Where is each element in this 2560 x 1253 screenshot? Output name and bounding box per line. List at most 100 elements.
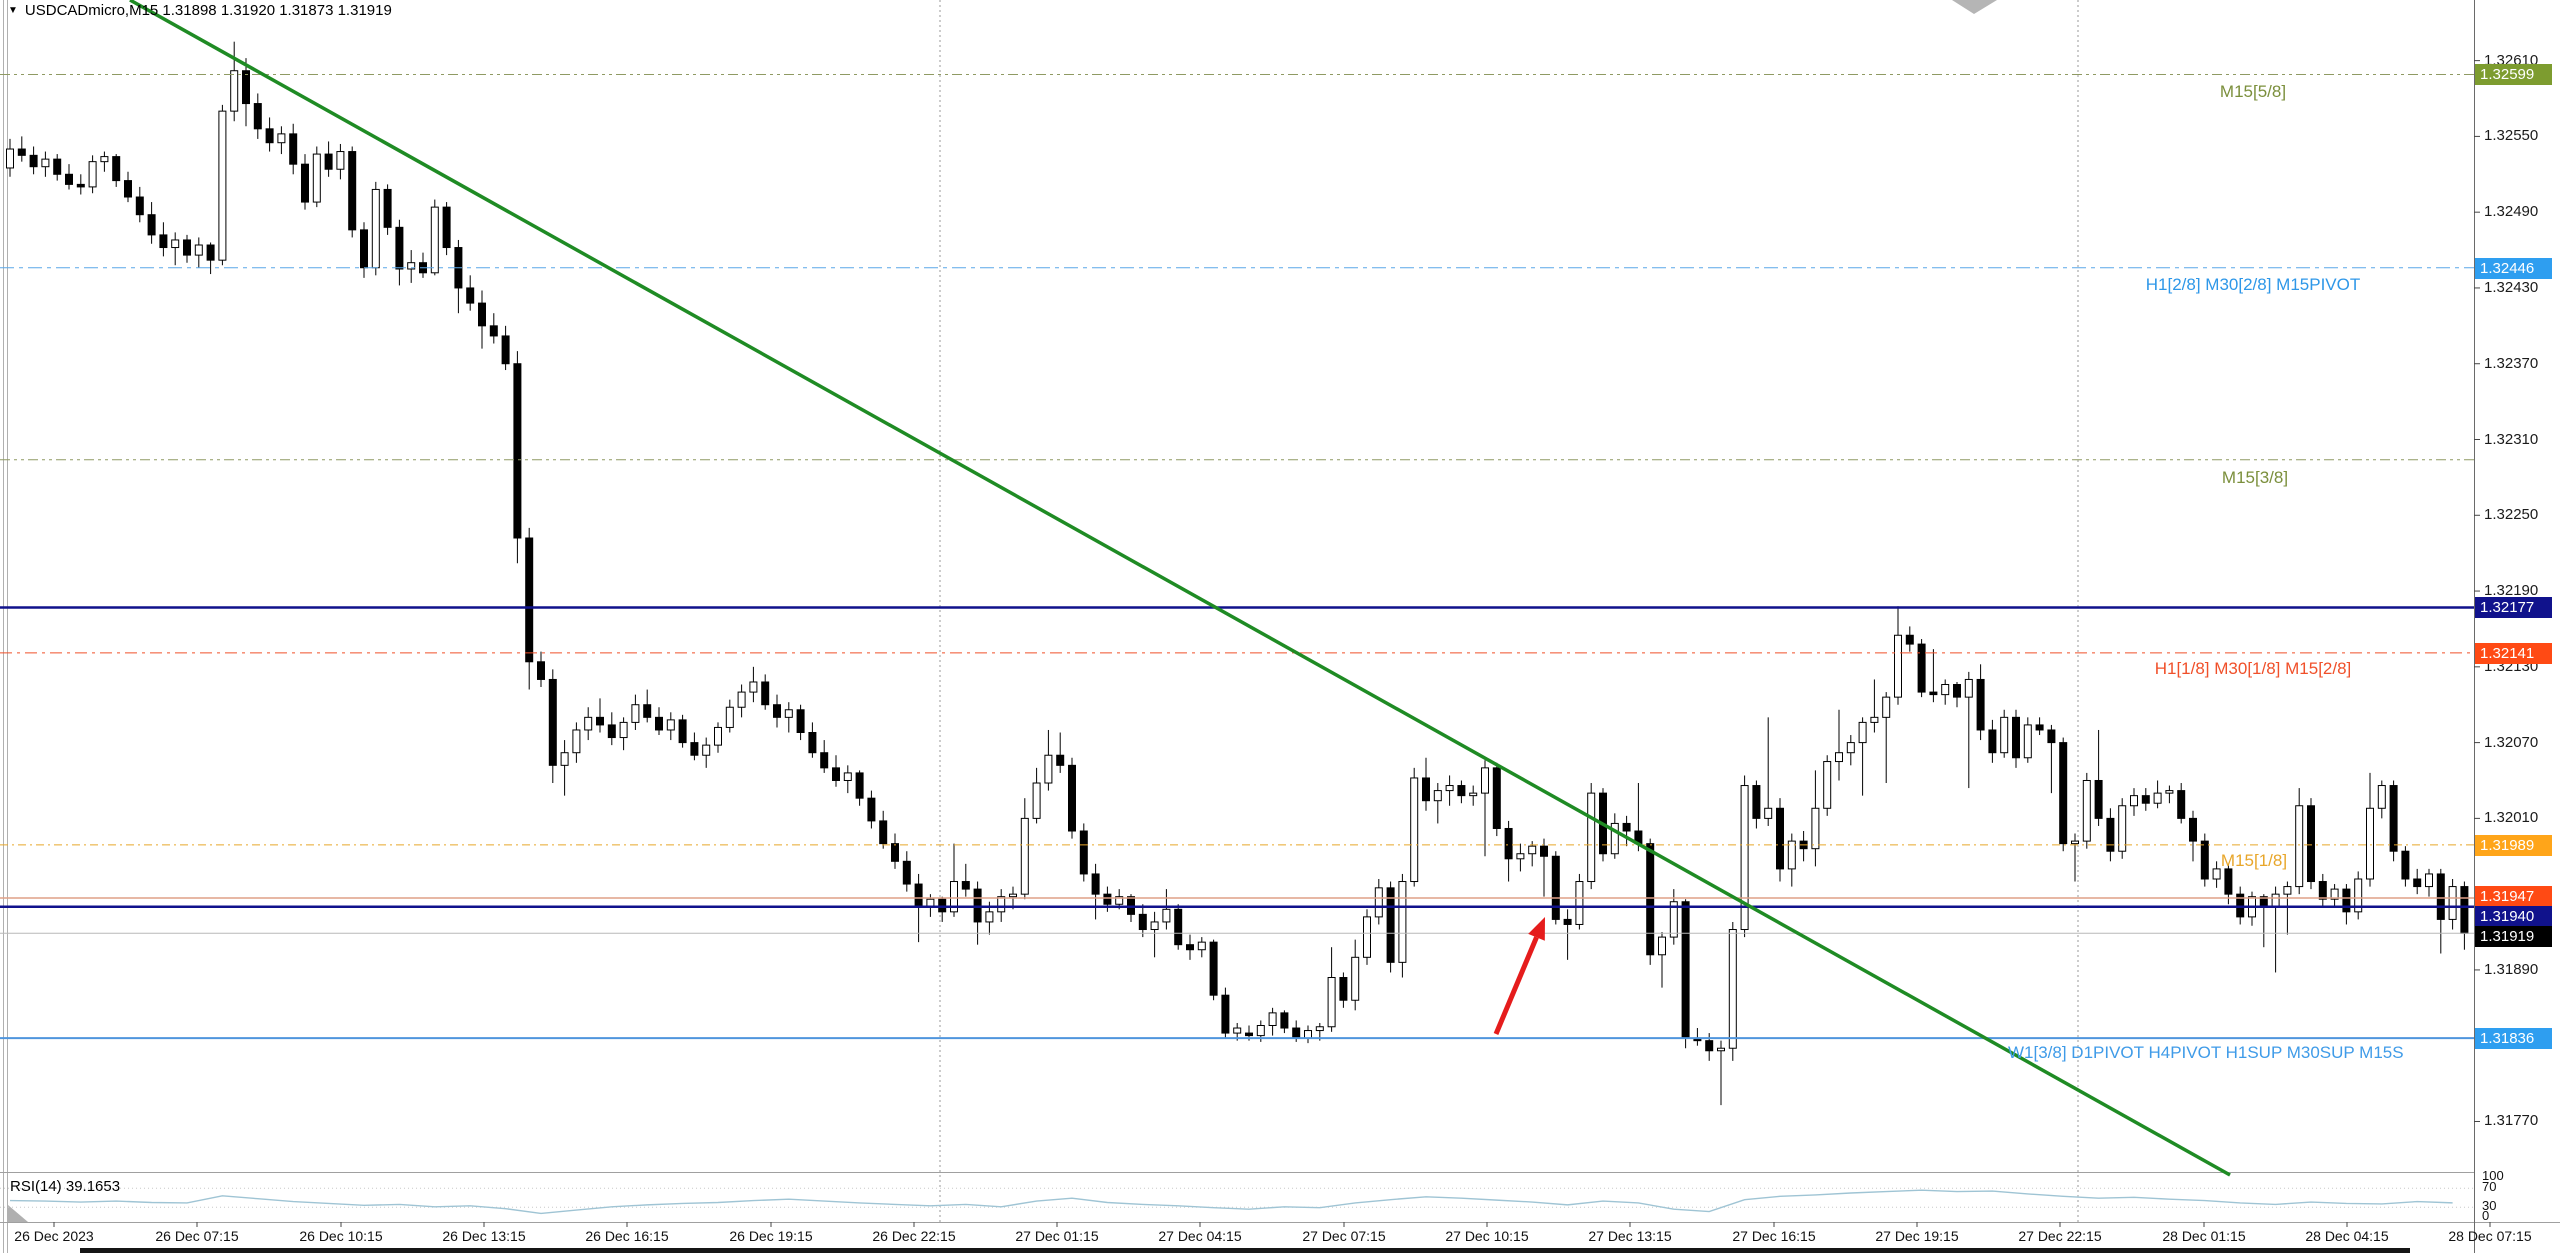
annotation-arrow-shaft[interactable] xyxy=(1493,936,1539,1035)
price-axis-tick-label: 1.32190 xyxy=(2484,582,2539,600)
candle-body xyxy=(2177,790,2186,819)
candle-body xyxy=(2118,805,2127,852)
price-axis-tick-label: 1.32070 xyxy=(2484,733,2539,751)
window-bottom-edge xyxy=(80,1248,2410,1253)
candle-body xyxy=(1481,767,1489,794)
candle-body xyxy=(1221,994,1230,1034)
candle-body xyxy=(312,153,321,203)
candle-body xyxy=(1740,785,1749,931)
candle-body xyxy=(1917,643,1926,693)
price-axis-tick-label: 1.32010 xyxy=(2484,809,2539,827)
candle-body xyxy=(1610,822,1619,855)
candle-body xyxy=(655,716,663,731)
scroll-marker-icon[interactable] xyxy=(1952,0,1997,14)
candle-body xyxy=(2366,807,2374,880)
rsi-indicator-label: RSI(14) 39.1653 xyxy=(10,1178,121,1195)
time-axis-label: 26 Dec 07:15 xyxy=(155,1228,239,1244)
level-label: W1[3/8] D1PIVOT H4PIVOT H1SUP M30SUP M15… xyxy=(2008,1043,2404,1062)
candle-body xyxy=(678,719,687,744)
candle-body xyxy=(1032,782,1041,819)
level-label: M15[1/8] xyxy=(2220,851,2288,870)
candle-body xyxy=(112,156,121,182)
time-axis-label: 28 Dec 01:15 xyxy=(2162,1228,2246,1244)
candle-body xyxy=(147,214,156,236)
candle-body xyxy=(124,180,132,198)
candle-body xyxy=(277,133,286,144)
candle-body xyxy=(2342,888,2351,913)
candle-body xyxy=(808,732,817,754)
trendline[interactable] xyxy=(129,0,2231,1177)
candle-body xyxy=(1669,901,1678,938)
candle-body xyxy=(513,363,522,539)
candle-body xyxy=(242,70,250,105)
candle-body xyxy=(430,206,439,274)
price-axis-tick-label: 1.32430 xyxy=(2484,278,2539,296)
candle-body xyxy=(1056,754,1065,766)
time-axis-label: 26 Dec 16:15 xyxy=(585,1228,669,1244)
candle-body xyxy=(891,843,899,862)
candle-body xyxy=(2448,886,2457,920)
candle-body xyxy=(1410,777,1419,883)
candle-body xyxy=(1705,1040,1714,1052)
annotation-arrow-head[interactable] xyxy=(1528,917,1545,941)
candle-body xyxy=(1162,908,1171,923)
candle-body xyxy=(301,163,309,203)
candle-body xyxy=(607,724,616,739)
candle-body xyxy=(1197,941,1206,951)
candle-body xyxy=(2307,805,2315,883)
candle-body xyxy=(2318,881,2327,900)
price-axis-tick-label: 1.31890 xyxy=(2484,960,2539,978)
candle-body xyxy=(1905,634,1914,645)
candle-body xyxy=(1374,887,1383,918)
candle-body xyxy=(2012,716,2020,759)
candle-body xyxy=(714,726,722,746)
time-axis-label: 27 Dec 07:15 xyxy=(1302,1228,1386,1244)
rsi-scale-label: 100 xyxy=(2482,1168,2504,1183)
candle-body xyxy=(1504,827,1513,860)
time-ticks xyxy=(53,1222,2491,1227)
candle-body xyxy=(1658,936,1666,956)
candle-body xyxy=(1186,944,1194,951)
candle-body xyxy=(1929,691,1938,696)
candle-body xyxy=(1976,678,1985,731)
candle-body xyxy=(41,158,50,168)
time-axis-label: 28 Dec 07:15 xyxy=(2448,1228,2532,1244)
candle-body xyxy=(725,706,734,728)
candle-body xyxy=(371,188,380,269)
price-badge: 1.31947 xyxy=(2475,886,2552,907)
candle-body xyxy=(1174,908,1183,946)
candle-body xyxy=(1268,1012,1277,1026)
candle-body xyxy=(1020,817,1029,895)
candle-body xyxy=(489,325,498,337)
candle-body xyxy=(1256,1025,1265,1037)
candle-body xyxy=(1091,873,1100,895)
level-label: H1[2/8] M30[2/8] M15PIVOT xyxy=(2145,275,2361,294)
symbol-dropdown-icon[interactable]: ▼ xyxy=(8,5,18,16)
chart-title[interactable]: ▼ USDCADmicro,M15 1.31898 1.31920 1.3187… xyxy=(8,2,392,19)
candle-body xyxy=(1398,881,1407,963)
time-axis-label: 28 Dec 04:15 xyxy=(2305,1228,2389,1244)
candle-body xyxy=(961,881,970,890)
level-label: M15[3/8] xyxy=(2221,468,2289,487)
candle-body xyxy=(324,153,333,170)
candle-body xyxy=(88,161,97,188)
candle-body xyxy=(548,678,557,766)
panel-resize-grip-icon[interactable] xyxy=(8,1205,28,1222)
candle-body xyxy=(690,742,699,756)
candle-body xyxy=(1009,893,1017,898)
candle-body xyxy=(2130,795,2138,807)
time-axis-label: 26 Dec 19:15 xyxy=(729,1228,813,1244)
candle-body xyxy=(1540,845,1548,857)
time-axis-label: 27 Dec 10:15 xyxy=(1445,1228,1529,1244)
candle-body xyxy=(1339,977,1348,1001)
candle-body xyxy=(950,881,958,913)
candle-body xyxy=(938,898,947,913)
candle-body xyxy=(1516,853,1525,860)
candle-body xyxy=(2189,817,2197,842)
price-levels[interactable] xyxy=(0,74,2474,1040)
candle-body xyxy=(2236,893,2245,918)
candle-body xyxy=(1953,684,1961,698)
candle-body xyxy=(596,716,604,726)
